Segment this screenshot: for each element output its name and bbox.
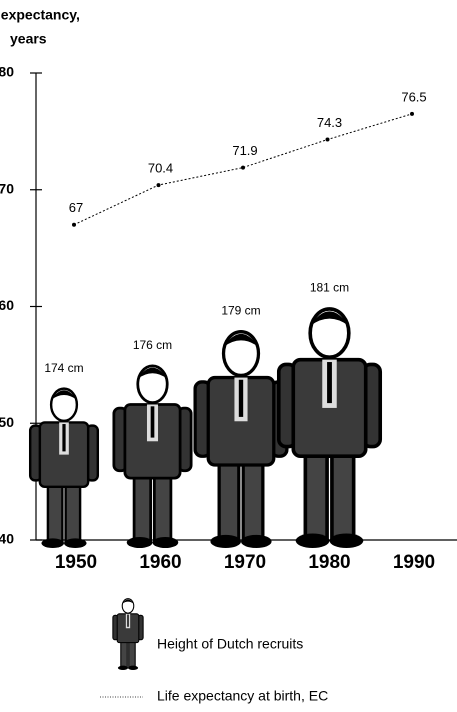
leg bbox=[46, 479, 64, 543]
shoe bbox=[295, 533, 330, 548]
y-axis-title: Life expectancy, bbox=[0, 7, 80, 23]
point bbox=[325, 137, 330, 142]
leg bbox=[132, 469, 153, 543]
shoe bbox=[329, 533, 364, 548]
x-tick-label: 1980 bbox=[308, 552, 350, 573]
head bbox=[121, 598, 135, 614]
pictogram-body bbox=[193, 330, 289, 548]
leg bbox=[217, 454, 241, 541]
value-label: 71.9 bbox=[232, 143, 257, 158]
point bbox=[156, 183, 161, 188]
pictogram bbox=[28, 387, 100, 548]
shoe bbox=[210, 534, 241, 548]
leg bbox=[241, 454, 265, 541]
point bbox=[410, 111, 414, 116]
shoe bbox=[41, 538, 64, 548]
pictogram bbox=[276, 307, 383, 548]
shoe bbox=[126, 536, 153, 548]
y-tick-label: 70 bbox=[0, 180, 14, 196]
shoe bbox=[64, 538, 87, 548]
leg bbox=[120, 639, 128, 668]
y-axis-title: years bbox=[10, 31, 47, 47]
y-tick-label: 50 bbox=[0, 414, 14, 430]
value-label: 181 cm bbox=[310, 281, 349, 295]
leg bbox=[128, 639, 136, 668]
leg bbox=[330, 444, 356, 541]
leg bbox=[303, 444, 329, 541]
value-label: 176 cm bbox=[133, 338, 172, 352]
x-tick-label: 1960 bbox=[139, 552, 181, 573]
value-label: 67 bbox=[69, 200, 83, 215]
x-tick-label: 1990 bbox=[393, 552, 435, 573]
hair bbox=[223, 333, 259, 347]
hair bbox=[51, 390, 77, 400]
value-label: 70.4 bbox=[148, 161, 173, 176]
y-tick-label: 40 bbox=[0, 531, 14, 547]
value-label: 74.3 bbox=[317, 115, 342, 130]
head bbox=[49, 387, 79, 423]
legend-label: Height of Dutch recruits bbox=[157, 636, 303, 652]
shoe bbox=[152, 536, 179, 548]
y-tick-label: 60 bbox=[0, 297, 14, 313]
value-label: 76.5 bbox=[401, 89, 426, 104]
pictogram bbox=[193, 330, 289, 548]
leg bbox=[64, 479, 82, 543]
x-tick-label: 1950 bbox=[55, 552, 97, 573]
point bbox=[241, 165, 245, 170]
pictogram-body bbox=[112, 364, 193, 548]
shoe bbox=[117, 665, 128, 670]
value-label: 179 cm bbox=[221, 304, 260, 318]
y-tick-label: 80 bbox=[0, 64, 14, 80]
hair bbox=[122, 599, 134, 604]
leg bbox=[152, 469, 173, 543]
head bbox=[221, 330, 261, 378]
pictogram-body bbox=[276, 307, 383, 548]
pictogram-body bbox=[112, 598, 144, 670]
x-tick-label: 1970 bbox=[224, 552, 266, 573]
point bbox=[72, 222, 76, 227]
shoe bbox=[241, 534, 272, 548]
head bbox=[308, 307, 351, 360]
legend-label: Life expectancy at birth, EC bbox=[157, 688, 328, 704]
pictogram bbox=[112, 364, 193, 548]
value-label: 174 cm bbox=[44, 361, 83, 375]
shoe bbox=[128, 665, 139, 670]
pictogram-body bbox=[28, 387, 100, 548]
head bbox=[136, 364, 169, 405]
